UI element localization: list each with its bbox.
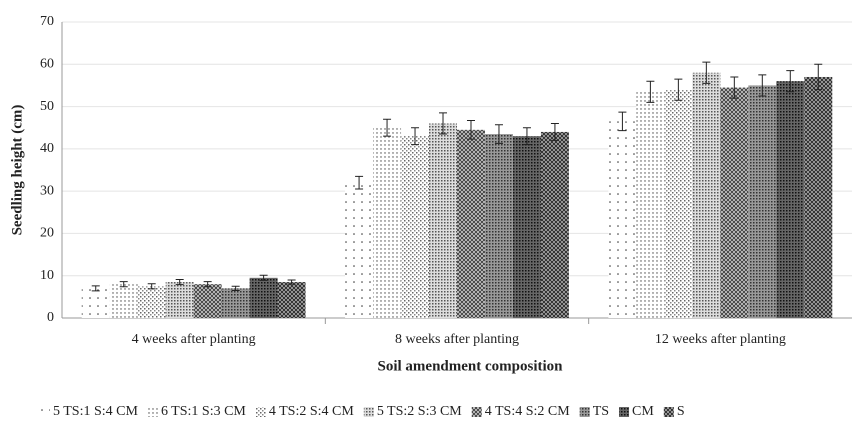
x-tick-label: 8 weeks after planting — [395, 332, 519, 347]
legend-label: 5 TS:2 S:3 CM — [377, 404, 462, 419]
error-bar — [439, 112, 448, 135]
error-bar — [786, 70, 795, 93]
bar — [81, 288, 110, 318]
y-tick-label: 40 — [40, 141, 54, 156]
x-tick-label: 12 weeks after planting — [655, 332, 786, 347]
error-bar — [550, 122, 559, 141]
bar — [804, 76, 833, 318]
error-bar — [355, 175, 364, 190]
legend-label: 5 TS:1 S:4 CM — [53, 404, 138, 419]
y-tick-label: 10 — [40, 268, 54, 283]
y-tick-label: 20 — [40, 226, 54, 241]
legend-label: S — [677, 404, 685, 419]
bar — [429, 123, 457, 318]
bar — [748, 85, 777, 318]
error-bar — [522, 127, 531, 146]
error-bar — [383, 118, 392, 137]
y-tick-label: 70 — [40, 14, 54, 29]
x-axis-title: Soil amendment composition — [377, 358, 563, 374]
bar — [109, 284, 138, 318]
bar — [249, 277, 278, 318]
bar — [484, 134, 513, 318]
bar — [512, 136, 541, 318]
legend-label: 4 TS:2 S:4 CM — [269, 404, 354, 419]
error-bar — [411, 127, 420, 146]
error-bar — [730, 76, 739, 99]
bar — [608, 121, 637, 318]
y-tick-label: 30 — [40, 183, 54, 198]
y-axis-title: Seedling height (cm) — [9, 105, 25, 236]
bar — [540, 131, 569, 318]
legend-swatch — [147, 407, 158, 417]
bar — [692, 72, 721, 318]
legend-label: 6 TS:1 S:3 CM — [161, 404, 246, 419]
bar — [457, 129, 485, 318]
legend-swatch — [255, 407, 266, 417]
bar — [720, 87, 749, 319]
error-bar — [119, 281, 128, 288]
bar — [636, 91, 665, 319]
x-tick-label: 4 weeks after planting — [132, 332, 256, 347]
y-tick-label: 60 — [40, 57, 54, 72]
error-bar — [646, 80, 655, 103]
legend-label: CM — [632, 404, 654, 419]
legend-swatch — [663, 407, 674, 417]
legend-swatch — [579, 407, 590, 417]
error-bar — [814, 63, 823, 91]
bar — [165, 282, 194, 318]
error-bar — [91, 285, 100, 292]
error-bar — [674, 78, 683, 101]
legend-swatch — [40, 407, 50, 417]
bar — [373, 127, 402, 318]
bar — [401, 136, 430, 318]
error-bar — [203, 281, 212, 288]
error-bar — [147, 283, 156, 290]
legend-swatch — [363, 407, 374, 417]
error-bar — [231, 285, 240, 292]
bar — [193, 284, 222, 318]
error-bar — [494, 124, 503, 144]
legend-label: 4 TS:4 S:2 CM — [485, 404, 570, 419]
bar — [137, 286, 166, 318]
legend-swatch — [471, 407, 482, 417]
y-tick-label: 0 — [47, 310, 54, 325]
bar — [776, 81, 805, 318]
error-bar — [259, 274, 268, 281]
error-bar — [175, 279, 184, 286]
legend-label: TS — [593, 404, 609, 419]
bar — [277, 282, 306, 318]
error-bar — [618, 111, 627, 132]
y-tick-label: 50 — [40, 99, 54, 114]
error-bar — [466, 120, 475, 140]
legend-swatch — [619, 407, 630, 417]
error-bar — [758, 74, 767, 97]
bar — [345, 182, 374, 318]
error-bar — [287, 279, 296, 285]
bar — [221, 288, 250, 318]
error-bar — [702, 61, 711, 84]
bar — [664, 89, 693, 319]
